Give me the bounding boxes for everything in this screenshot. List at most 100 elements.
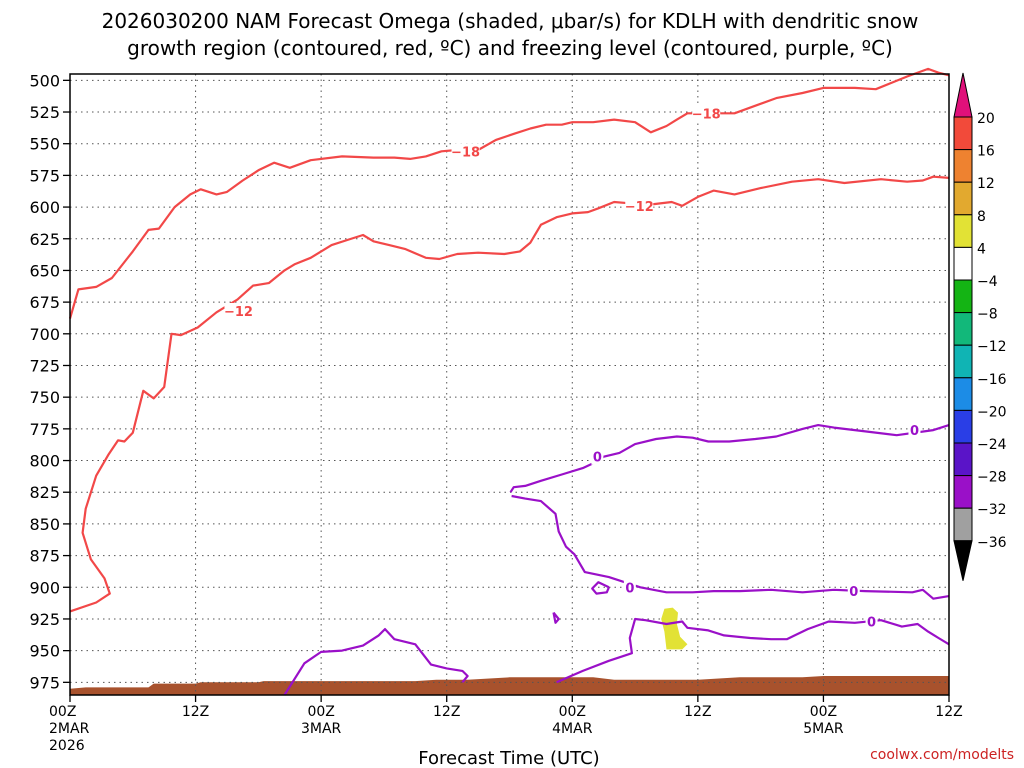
colorbar-label: −20 (977, 404, 1007, 420)
contour-label-bg (625, 197, 654, 214)
colorbar-label: −28 (977, 470, 1007, 486)
colorbar-bin (953, 279, 973, 314)
omega-colorbar: 20 16 12 8 4 −4 −8 −12 −16 −20 −24 −28 −32 −36 (953, 72, 1007, 581)
y-tick-label: 775 (29, 420, 60, 439)
colorbar-bin (953, 246, 973, 281)
colorbar-bin (953, 507, 973, 542)
y-tick-label: 700 (29, 325, 60, 344)
colorbar-label: 4 (977, 241, 986, 257)
plot-gridlines (70, 74, 949, 695)
y-tick-label: 725 (29, 356, 60, 375)
colorbar-bin (953, 409, 973, 444)
colorbar-bin (953, 149, 973, 183)
colorbar-label: 8 (977, 209, 986, 225)
contour-label-bg (623, 579, 636, 596)
y-tick-label: 550 (29, 135, 60, 154)
x-tick-label: 2MAR (49, 721, 90, 737)
y-tick-label: 625 (29, 230, 60, 249)
colorbar-bin (953, 214, 973, 248)
x-tick-label: 00Z (49, 704, 76, 720)
freezing-contour (591, 581, 610, 595)
contour-label-bg (591, 448, 604, 465)
y-tick-label: 825 (29, 483, 60, 502)
x-tick-label: 2026 (49, 738, 85, 754)
freezing-contour (509, 424, 950, 493)
y-tick-label: 850 (29, 515, 60, 534)
colorbar-top-arrow (953, 72, 973, 118)
contour-label-bg (451, 143, 480, 160)
x-tick-label: 12Z (182, 704, 209, 720)
y-tick-label: 650 (29, 261, 60, 280)
y-tick-label: 925 (29, 610, 60, 629)
chart-title-line2: growth region (contoured, red, ºC) and f… (127, 36, 893, 60)
x-tick-label: 12Z (935, 704, 962, 720)
x-tick-label: 00Z (307, 704, 334, 720)
contour-label: 0 (910, 424, 919, 439)
y-tick-label: 525 (29, 103, 60, 122)
contour-label: −18 (692, 107, 721, 122)
colorbar-bin (953, 475, 973, 509)
colorbar-label: −16 (977, 372, 1007, 388)
contour-label-bg (847, 583, 860, 600)
colorbar-label: 20 (977, 111, 995, 127)
colorbar-label: −8 (977, 307, 998, 323)
colorbar-bin (953, 181, 973, 216)
x-tick-label: 00Z (810, 704, 837, 720)
contour-lines (68, 67, 950, 696)
omega-patch (661, 607, 688, 650)
contour-label-bg (908, 422, 921, 439)
colorbar-label: 16 (977, 144, 995, 160)
x-tick-label: 4MAR (552, 721, 593, 737)
freezing-contour (283, 628, 469, 696)
colorbar-label: −36 (977, 535, 1007, 551)
y-axis: 500 525 550 575 600 625 650 675 700 725 750 775 800 8… (29, 71, 70, 692)
x-tick-label: 12Z (433, 704, 460, 720)
colorbar-label: −12 (977, 339, 1007, 355)
y-tick-label: 750 (29, 388, 60, 407)
contour-label-bg (224, 302, 253, 319)
colorbar-label: −24 (977, 437, 1007, 453)
chart-title-line1: 2026030200 NAM Forecast Omega (shaded, μ… (102, 9, 919, 33)
freezing-contour (552, 611, 560, 624)
colorbar-bin (953, 377, 973, 411)
y-tick-label: 800 (29, 452, 60, 471)
colorbar-label: −4 (977, 274, 998, 290)
freezing-contour (556, 617, 950, 684)
plot-frame (69, 73, 950, 696)
y-tick-label: 975 (29, 673, 60, 692)
colorbar-bin (953, 116, 973, 151)
contour-label: −18 (451, 145, 480, 160)
colorbar-label: −32 (977, 502, 1007, 518)
y-tick-label: 600 (29, 198, 60, 217)
y-tick-label: 950 (29, 642, 60, 661)
dgz-contour (68, 67, 950, 319)
y-tick-label: 675 (29, 293, 60, 312)
contour-label: 0 (849, 585, 858, 600)
x-tick-label: 12Z (684, 704, 711, 720)
colorbar-bin (953, 442, 973, 477)
y-tick-label: 900 (29, 578, 60, 597)
colorbar-bin (953, 344, 973, 379)
contour-label: 0 (867, 615, 876, 630)
colorbar-label: 12 (977, 176, 995, 192)
x-tick-label: 3MAR (301, 721, 342, 737)
y-tick-label: 575 (29, 166, 60, 185)
freezing-contour (511, 494, 950, 600)
y-tick-label: 500 (29, 71, 60, 90)
contour-label-bg (692, 105, 721, 122)
y-tick-label: 875 (29, 547, 60, 566)
omega-shading (661, 607, 688, 650)
contour-label: −12 (224, 305, 253, 320)
x-axis-title: Forecast Time (UTC) (418, 748, 599, 768)
credit-text: coolwx.com/modelts (870, 747, 1014, 763)
contour-label-bg (865, 613, 878, 630)
colorbar-bin (953, 312, 973, 346)
contour-label: 0 (593, 451, 602, 466)
contour-label: −12 (625, 200, 654, 215)
dgz-contour (69, 175, 950, 613)
x-tick-label: 5MAR (803, 721, 844, 737)
terrain-fill (70, 676, 949, 695)
